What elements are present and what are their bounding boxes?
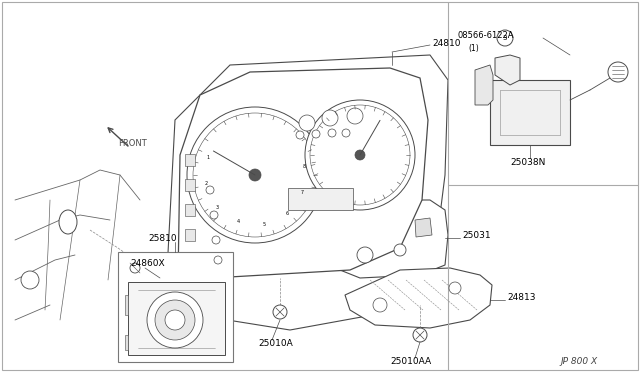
Text: 24813: 24813 <box>507 294 536 302</box>
Text: 25038N: 25038N <box>510 157 545 167</box>
Circle shape <box>497 30 513 46</box>
Text: JP 800 X: JP 800 X <box>560 357 597 366</box>
Polygon shape <box>335 200 448 278</box>
Circle shape <box>296 131 304 139</box>
Circle shape <box>249 169 261 181</box>
Text: 5: 5 <box>262 222 265 227</box>
Circle shape <box>608 62 628 82</box>
Circle shape <box>21 271 39 289</box>
Text: 25010A: 25010A <box>258 339 292 347</box>
Circle shape <box>130 263 140 273</box>
Polygon shape <box>165 55 448 330</box>
Polygon shape <box>185 229 195 241</box>
Circle shape <box>155 300 195 340</box>
Circle shape <box>347 108 363 124</box>
Circle shape <box>210 211 218 219</box>
Polygon shape <box>185 154 195 166</box>
Circle shape <box>187 107 323 243</box>
Text: (1): (1) <box>468 44 479 52</box>
Polygon shape <box>490 80 570 145</box>
Circle shape <box>449 282 461 294</box>
Text: 24810: 24810 <box>432 38 461 48</box>
Polygon shape <box>185 204 195 216</box>
Text: 25010AA: 25010AA <box>390 357 431 366</box>
Circle shape <box>212 236 220 244</box>
Circle shape <box>147 292 203 348</box>
Text: 08566-6122A: 08566-6122A <box>457 31 513 39</box>
Circle shape <box>355 150 365 160</box>
Polygon shape <box>125 335 128 350</box>
Circle shape <box>273 305 287 319</box>
Circle shape <box>299 115 315 131</box>
Text: 25810: 25810 <box>148 234 177 243</box>
Circle shape <box>342 129 350 137</box>
Text: 2: 2 <box>204 181 207 186</box>
Circle shape <box>373 298 387 312</box>
Text: 25031: 25031 <box>462 231 491 240</box>
Bar <box>118 252 233 362</box>
Text: 6: 6 <box>285 211 289 216</box>
Circle shape <box>357 247 373 263</box>
Circle shape <box>328 129 336 137</box>
Polygon shape <box>475 65 493 105</box>
Circle shape <box>312 130 320 138</box>
Polygon shape <box>495 55 520 85</box>
Circle shape <box>305 100 415 210</box>
Text: 24860X: 24860X <box>130 260 164 269</box>
Polygon shape <box>415 218 432 237</box>
Text: 8: 8 <box>303 164 306 169</box>
Bar <box>288 188 353 210</box>
Circle shape <box>193 113 317 237</box>
Circle shape <box>394 244 406 256</box>
Text: 1: 1 <box>207 155 209 160</box>
Circle shape <box>214 256 222 264</box>
Polygon shape <box>185 179 195 191</box>
Circle shape <box>322 110 338 126</box>
Text: 3: 3 <box>503 35 508 41</box>
Polygon shape <box>345 268 492 328</box>
Text: FRONT: FRONT <box>118 138 147 148</box>
Circle shape <box>206 186 214 194</box>
Text: 7: 7 <box>300 190 303 195</box>
Circle shape <box>165 310 185 330</box>
Ellipse shape <box>59 210 77 234</box>
Polygon shape <box>178 68 428 280</box>
Text: 4: 4 <box>236 219 239 224</box>
Polygon shape <box>125 295 128 315</box>
Text: 3: 3 <box>215 205 218 210</box>
Circle shape <box>413 328 427 342</box>
Polygon shape <box>128 282 225 355</box>
Circle shape <box>310 105 410 205</box>
